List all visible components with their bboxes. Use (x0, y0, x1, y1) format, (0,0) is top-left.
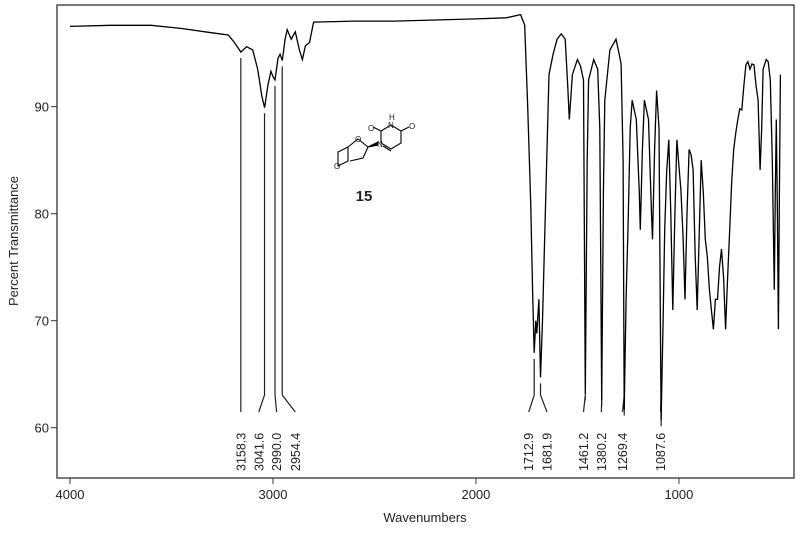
svg-text:N: N (388, 121, 394, 130)
peak-marker-line (541, 383, 547, 412)
peak-label: 2990.0 (270, 433, 284, 471)
svg-text:O: O (355, 135, 361, 144)
compound-number: 15 (356, 188, 373, 205)
peak-label: 3158.3 (234, 433, 248, 471)
x-tick-label: 4000 (56, 487, 85, 502)
peak-label: 2954.4 (289, 433, 303, 471)
svg-text:N: N (377, 140, 383, 149)
x-tick-label: 3000 (259, 487, 288, 502)
spectrum-line (70, 15, 780, 421)
peak-label: 1712.9 (522, 433, 536, 471)
peak-marker-line (282, 66, 295, 412)
svg-text:O: O (368, 124, 374, 133)
peak-marker-line (275, 86, 277, 412)
svg-text:O: O (409, 122, 415, 131)
y-tick-label: 70 (35, 314, 49, 329)
peak-marker-line (584, 395, 586, 412)
peak-label: 1380.2 (595, 433, 609, 471)
y-tick-label: 60 (35, 421, 49, 436)
peak-label: 1269.4 (616, 433, 630, 471)
y-tick-label: 80 (35, 207, 49, 222)
svg-text:O: O (334, 162, 340, 171)
x-tick-label: 1000 (664, 487, 693, 502)
y-axis-label: Percent Transmittance (6, 176, 21, 306)
x-axis-label: Wavenumbers (383, 510, 467, 525)
peak-label: 1681.9 (540, 433, 554, 471)
peak-label: 1087.6 (654, 433, 668, 471)
peak-label: 3041.6 (252, 433, 266, 471)
x-tick-label: 2000 (461, 487, 490, 502)
peak-marker-line (529, 359, 535, 412)
peak-label: 1461.2 (577, 433, 591, 471)
y-tick-label: 90 (35, 100, 49, 115)
peak-marker-line (259, 113, 265, 412)
